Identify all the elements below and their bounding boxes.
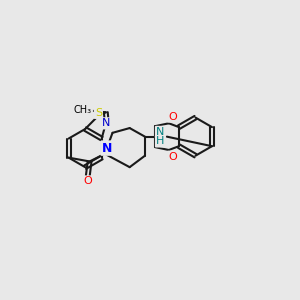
Text: S: S [95,108,102,118]
Text: O: O [83,176,92,187]
Text: N: N [156,127,164,137]
Text: H: H [156,136,164,146]
Text: CH₃: CH₃ [74,105,92,116]
Text: N: N [101,118,110,128]
Text: O: O [168,112,177,122]
Text: O: O [168,152,177,162]
Text: N: N [102,142,112,154]
